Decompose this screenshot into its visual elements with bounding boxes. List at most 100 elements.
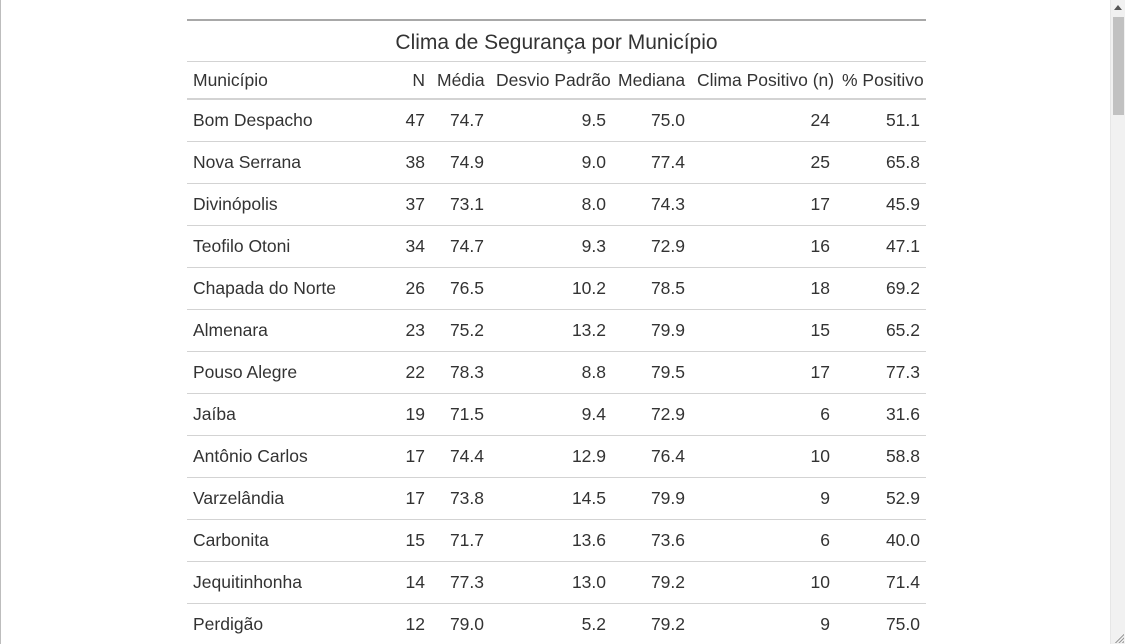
vertical-scrollbar[interactable] xyxy=(1110,0,1125,644)
cell-mediana: 72.9 xyxy=(612,393,691,436)
cell-desvio-padrao: 9.0 xyxy=(490,141,612,184)
cell-media: 79.0 xyxy=(431,603,490,644)
cell-mediana: 79.2 xyxy=(612,603,691,644)
header-media: Média xyxy=(431,61,490,100)
cell-n: 47 xyxy=(393,99,431,142)
cell-municipio: Teofilo Otoni xyxy=(187,225,393,268)
cell-municipio: Varzelândia xyxy=(187,477,393,520)
cell-percent-positivo: 75.0 xyxy=(836,603,926,644)
table-title: Clima de Segurança por Município xyxy=(187,19,926,61)
cell-mediana: 79.2 xyxy=(612,561,691,604)
cell-mediana: 76.4 xyxy=(612,435,691,478)
header-desvio-padrao: Desvio Padrão xyxy=(490,61,612,100)
cell-mediana: 78.5 xyxy=(612,267,691,310)
cell-clima-positivo: 9 xyxy=(691,477,836,520)
cell-clima-positivo: 25 xyxy=(691,141,836,184)
table-row: Jequitinhonha 14 77.3 13.0 79.2 10 71.4 xyxy=(187,561,926,604)
cell-clima-positivo: 17 xyxy=(691,351,836,394)
cell-desvio-padrao: 5.2 xyxy=(490,603,612,644)
cell-clima-positivo: 24 xyxy=(691,99,836,142)
table-row: Jaíba 19 71.5 9.4 72.9 6 31.6 xyxy=(187,393,926,436)
cell-percent-positivo: 51.1 xyxy=(836,99,926,142)
table-row: Divinópolis 37 73.1 8.0 74.3 17 45.9 xyxy=(187,183,926,226)
cell-mediana: 74.3 xyxy=(612,183,691,226)
cell-clima-positivo: 10 xyxy=(691,561,836,604)
header-municipio: Município xyxy=(187,61,393,100)
cell-percent-positivo: 31.6 xyxy=(836,393,926,436)
cell-media: 74.4 xyxy=(431,435,490,478)
cell-municipio: Bom Despacho xyxy=(187,99,393,142)
cell-desvio-padrao: 13.2 xyxy=(490,309,612,352)
cell-n: 17 xyxy=(393,477,431,520)
table-header: Município N Média Desvio Padrão Mediana … xyxy=(187,61,926,100)
cell-mediana: 77.4 xyxy=(612,141,691,184)
cell-n: 37 xyxy=(393,183,431,226)
header-percent-positivo: % Positivo xyxy=(836,61,926,100)
cell-municipio: Jaíba xyxy=(187,393,393,436)
cell-municipio: Carbonita xyxy=(187,519,393,562)
resize-grip-icon[interactable] xyxy=(1114,633,1124,643)
cell-media: 77.3 xyxy=(431,561,490,604)
cell-mediana: 79.5 xyxy=(612,351,691,394)
cell-clima-positivo: 10 xyxy=(691,435,836,478)
table-row: Varzelândia 17 73.8 14.5 79.9 9 52.9 xyxy=(187,477,926,520)
cell-clima-positivo: 18 xyxy=(691,267,836,310)
cell-municipio: Divinópolis xyxy=(187,183,393,226)
table-row: Antônio Carlos 17 74.4 12.9 76.4 10 58.8 xyxy=(187,435,926,478)
cell-percent-positivo: 52.9 xyxy=(836,477,926,520)
header-mediana: Mediana xyxy=(612,61,691,100)
cell-percent-positivo: 45.9 xyxy=(836,183,926,226)
cell-mediana: 72.9 xyxy=(612,225,691,268)
table-row: Almenara 23 75.2 13.2 79.9 15 65.2 xyxy=(187,309,926,352)
cell-clima-positivo: 6 xyxy=(691,393,836,436)
cell-n: 15 xyxy=(393,519,431,562)
cell-municipio: Nova Serrana xyxy=(187,141,393,184)
cell-n: 34 xyxy=(393,225,431,268)
cell-desvio-padrao: 9.5 xyxy=(490,99,612,142)
cell-percent-positivo: 65.8 xyxy=(836,141,926,184)
cell-percent-positivo: 58.8 xyxy=(836,435,926,478)
cell-mediana: 79.9 xyxy=(612,309,691,352)
cell-n: 17 xyxy=(393,435,431,478)
cell-desvio-padrao: 10.2 xyxy=(490,267,612,310)
table-body: Bom Despacho 47 74.7 9.5 75.0 24 51.1 Nova Serr… xyxy=(187,99,926,644)
cell-clima-positivo: 9 xyxy=(691,603,836,644)
table-container: Clima de Segurança por Município Municíp… xyxy=(187,19,926,644)
scroll-thumb[interactable] xyxy=(1113,17,1124,115)
header-n: N xyxy=(393,61,431,100)
cell-media: 74.9 xyxy=(431,141,490,184)
cell-mediana: 75.0 xyxy=(612,99,691,142)
scroll-up-arrow-icon[interactable] xyxy=(1114,5,1122,10)
cell-media: 73.1 xyxy=(431,183,490,226)
cell-n: 12 xyxy=(393,603,431,644)
cell-municipio: Pouso Alegre xyxy=(187,351,393,394)
cell-clima-positivo: 16 xyxy=(691,225,836,268)
cell-desvio-padrao: 12.9 xyxy=(490,435,612,478)
cell-n: 19 xyxy=(393,393,431,436)
cell-desvio-padrao: 9.3 xyxy=(490,225,612,268)
cell-desvio-padrao: 13.6 xyxy=(490,519,612,562)
table-row: Nova Serrana 38 74.9 9.0 77.4 25 65.8 xyxy=(187,141,926,184)
cell-clima-positivo: 6 xyxy=(691,519,836,562)
cell-municipio: Almenara xyxy=(187,309,393,352)
cell-media: 78.3 xyxy=(431,351,490,394)
cell-municipio: Chapada do Norte xyxy=(187,267,393,310)
cell-desvio-padrao: 14.5 xyxy=(490,477,612,520)
climate-table: Clima de Segurança por Município Municíp… xyxy=(187,19,926,644)
cell-media: 73.8 xyxy=(431,477,490,520)
cell-municipio: Perdigão xyxy=(187,603,393,644)
table-row: Carbonita 15 71.7 13.6 73.6 6 40.0 xyxy=(187,519,926,562)
cell-n: 38 xyxy=(393,141,431,184)
cell-mediana: 73.6 xyxy=(612,519,691,562)
cell-n: 23 xyxy=(393,309,431,352)
cell-percent-positivo: 77.3 xyxy=(836,351,926,394)
cell-clima-positivo: 15 xyxy=(691,309,836,352)
cell-percent-positivo: 71.4 xyxy=(836,561,926,604)
cell-desvio-padrao: 8.0 xyxy=(490,183,612,226)
cell-mediana: 79.9 xyxy=(612,477,691,520)
table-row: Bom Despacho 47 74.7 9.5 75.0 24 51.1 xyxy=(187,99,926,142)
cell-municipio: Antônio Carlos xyxy=(187,435,393,478)
cell-n: 22 xyxy=(393,351,431,394)
cell-percent-positivo: 65.2 xyxy=(836,309,926,352)
